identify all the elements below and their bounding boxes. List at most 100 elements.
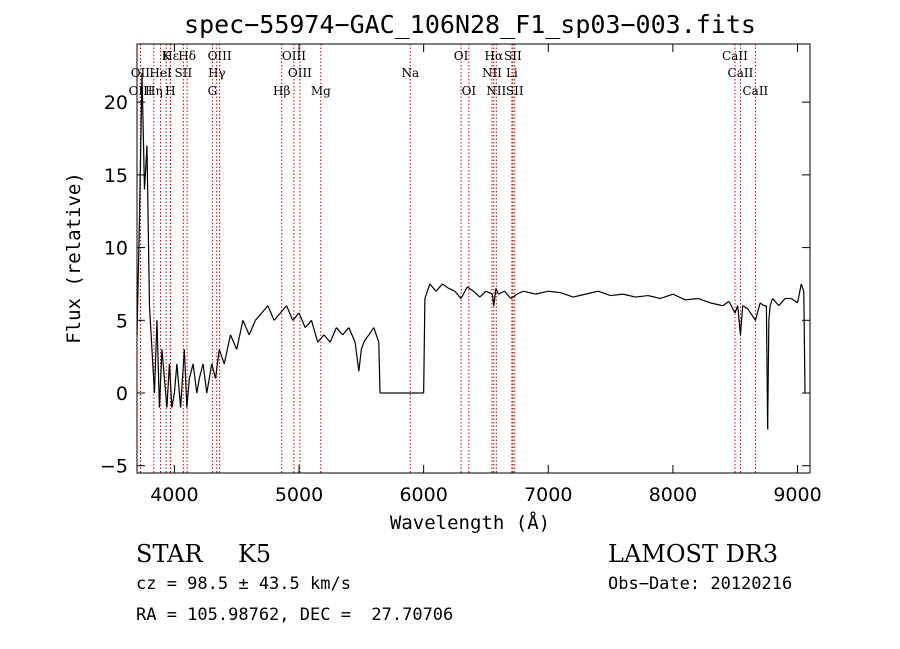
flux-segment-97 [697,297,711,304]
flux-segment-15 [173,363,178,394]
flux-segment-11 [163,378,168,408]
flux-segment-77 [493,288,497,306]
flux-segment-53 [363,334,370,343]
flux-segment-87 [573,293,586,298]
line-label-8: CaII [722,49,748,63]
flux-segment-48 [342,327,350,336]
x-tick-label-4: 8000 [649,484,697,506]
line-label-26: SII [506,84,524,98]
obs-date-text: Obs−Date: 20120216 [608,574,793,594]
line-label-9: OII [131,66,151,80]
flux-segment-56 [378,342,381,394]
x-tick-label-5: 9000 [773,484,821,506]
flux-segment-27 [214,349,220,379]
y-tick-label-2: 5 [116,310,128,332]
flux-segment-66 [429,283,437,292]
flux-segment-51 [358,349,362,372]
flux-segment-91 [622,293,636,298]
flux-segment-55 [373,327,380,343]
flux-segment-12 [166,363,171,408]
flux-segment-65 [426,283,431,292]
flux-segment-31 [236,320,244,350]
flux-segment-88 [585,290,599,295]
y-tick-label-1: 0 [116,383,128,405]
flux-segment-16 [176,363,182,408]
x-axis: 4000 5000 6000 7000 8000 9000 [150,44,822,506]
line-label-4: OIII [282,49,306,63]
flux-segment-99 [722,300,730,307]
flux-segment-42 [304,319,312,328]
flux-segment-24 [202,363,208,394]
flux-segment-5 [148,305,153,350]
line-label-24: OI [462,84,477,98]
flux-segment-100 [728,301,736,314]
flux-segment-119 [800,283,805,292]
flux-segment-33 [248,320,256,336]
flux-segment-20 [188,363,194,379]
flux-segment-83 [523,290,536,295]
flux-segment-22 [196,378,200,394]
flux-segment-17 [180,349,185,408]
flux-segment-78 [495,288,499,295]
y-axis: −5 0 5 10 15 20 [100,92,810,478]
x-tick-label-1: 5000 [275,484,323,506]
flux-segment-37 [273,312,281,321]
flux-segment-44 [317,334,325,343]
flux-segment-49 [348,327,356,343]
flux-segment-112 [768,305,771,321]
flux-segment-105 [747,308,756,321]
flux-segment-54 [368,327,375,336]
flux-segment-67 [435,283,443,292]
flux-segment-85 [548,290,561,294]
flux-segment-19 [186,378,190,408]
flux-segment-30 [229,334,238,350]
flux-segment-29 [223,334,232,365]
x-axis-label: Wavelength (Å) [390,511,550,534]
flux-segment-117 [790,298,798,304]
flux-segment-95 [672,293,686,301]
flux-segment-86 [560,292,574,298]
flux-segment-10 [161,349,166,379]
flux-segment-25 [206,363,213,394]
flux-segment-38 [279,305,288,314]
line-label-14: Na [401,66,419,80]
flux-segment-69 [448,287,456,292]
flux-segment-96 [685,297,698,301]
flux-segment-23 [198,363,204,379]
flux-segment-47 [335,327,344,336]
flux-segment-114 [772,298,780,307]
flux-segment-26 [211,363,217,379]
flux-segment-43 [310,320,319,343]
y-tick-label-0: −5 [100,456,128,478]
line-label-27: CaII [742,84,768,98]
line-label-10: HeI [149,66,172,80]
flux-segment-68 [441,283,449,289]
flux-segment-9 [158,349,163,408]
survey-name: LAMOST DR3 [608,540,779,568]
line-label-3: OIII [208,49,232,63]
flux-segment-115 [778,298,786,307]
flux-segment-8 [156,320,161,408]
line-label-21: G [208,84,218,98]
flux-segment-107 [759,302,765,307]
y-tick-label-5: 20 [104,92,128,114]
line-label-11: SII [175,66,193,80]
line-label-23: Mg [311,84,331,98]
flux-segment-118 [796,283,802,303]
flux-segment-18 [183,349,188,408]
y-tick-label-4: 15 [104,165,128,187]
flux-segment-40 [292,312,300,321]
flux-segment-80 [504,290,512,299]
line-label-12: Hγ [208,66,226,80]
flux-segment-72 [466,286,474,292]
flux-segment-21 [192,363,198,394]
flux-segment-79 [498,290,505,295]
plot-frame [136,43,811,474]
flux-segment-35 [261,305,269,314]
line-label-6: Hα [485,49,504,63]
line-label-7: SII [504,49,522,63]
flux-segment-93 [647,294,661,300]
line-label-13: OIII [288,66,312,80]
